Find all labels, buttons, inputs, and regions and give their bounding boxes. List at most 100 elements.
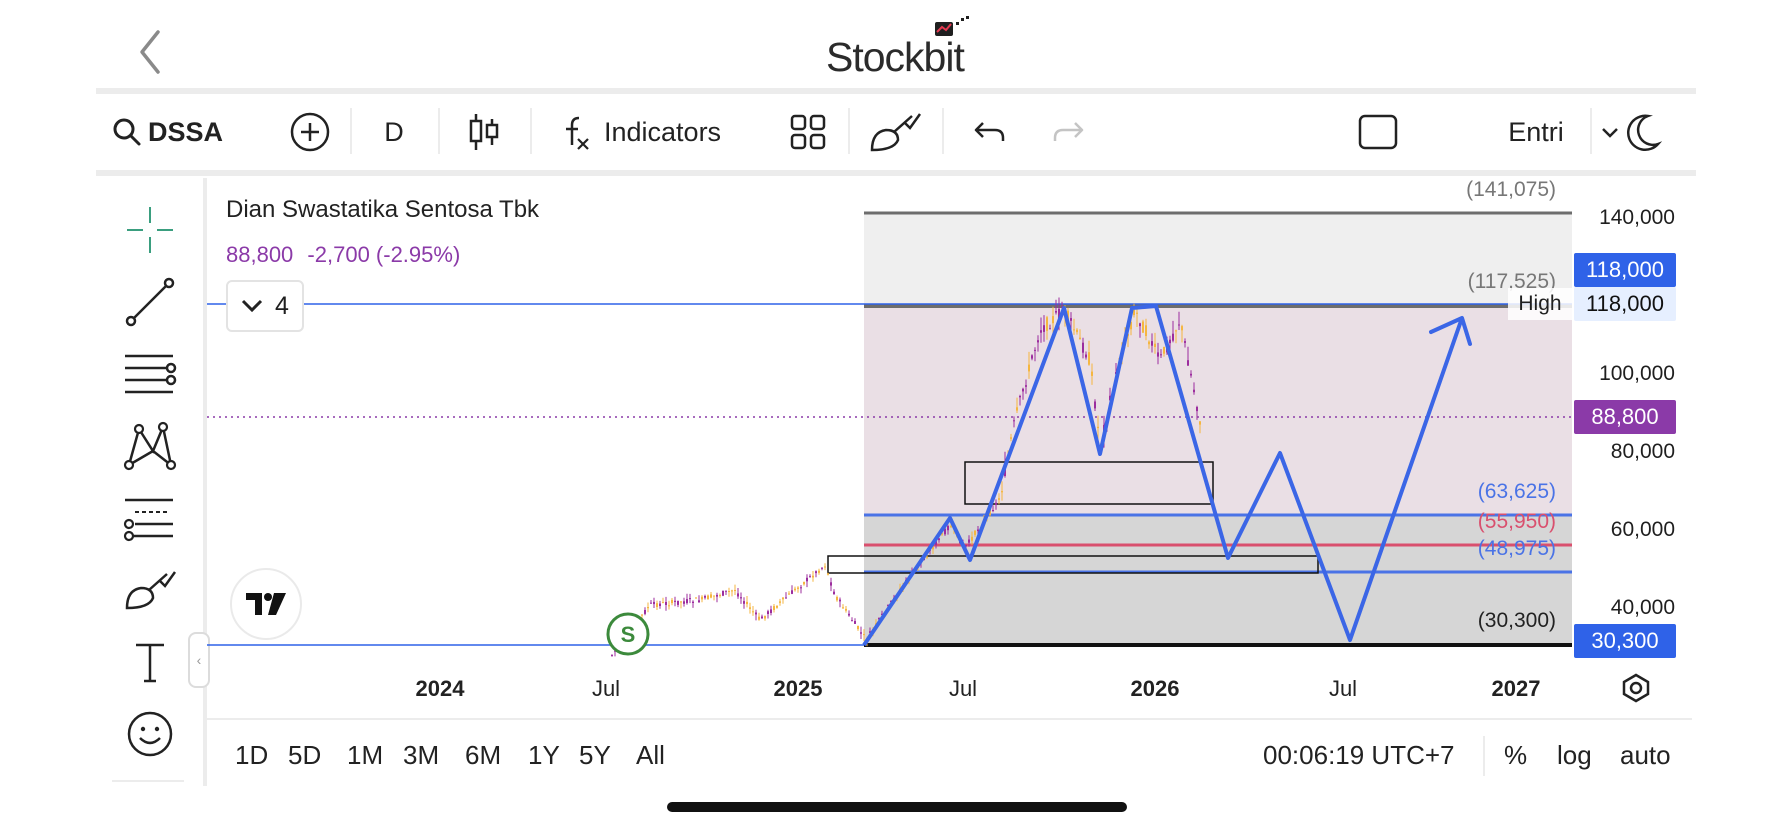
projection-path[interactable] (862, 304, 1464, 647)
auto-scale-button[interactable]: auto (1620, 740, 1671, 770)
fullscreen-button[interactable] (1346, 96, 1410, 168)
fib-label: (48,975) (1477, 537, 1556, 560)
signal-badge[interactable] (606, 612, 650, 656)
candle-body (836, 597, 838, 601)
candle-body (716, 594, 718, 597)
chart-settings-button[interactable] (1620, 672, 1656, 708)
range-button[interactable]: All (636, 740, 665, 770)
range-button[interactable]: 3M (403, 740, 440, 770)
candle-body (851, 620, 853, 622)
candle-body (650, 602, 652, 604)
x-tick-label: Jul (591, 676, 621, 701)
candle-body (941, 532, 943, 535)
candle-body (647, 607, 649, 609)
indicators-label: Indicators (604, 116, 722, 147)
candle-body (749, 607, 751, 609)
price-chart[interactable]: S (207, 178, 1692, 718)
range-button[interactable]: 1Y (528, 740, 560, 770)
theme-toggle[interactable] (1610, 96, 1674, 168)
range-button[interactable]: 6M (465, 740, 502, 770)
back-button[interactable] (132, 24, 172, 84)
chevron-left-icon (140, 30, 160, 74)
app-name: Stockbit (826, 34, 965, 80)
layout-button[interactable] (776, 96, 840, 168)
pattern-tool[interactable] (96, 414, 204, 478)
chart-type-button[interactable] (452, 96, 516, 168)
price-change-value: -2,700 (-2.95%) (307, 242, 461, 267)
collapse-tools-handle[interactable]: ‹ (188, 632, 210, 688)
fib-tool[interactable] (96, 486, 204, 550)
candle-body (1172, 333, 1174, 341)
crosshair-icon (127, 207, 173, 253)
candle-body (1163, 347, 1165, 354)
timeframe-button[interactable]: D (366, 96, 422, 168)
brush-icon (125, 571, 177, 610)
candle-body (1193, 389, 1195, 393)
range-button[interactable]: 5D (288, 740, 322, 770)
candle-body (614, 650, 616, 652)
candle-body (1079, 337, 1081, 340)
chevron-down-icon (1602, 128, 1618, 138)
undo-button[interactable] (958, 96, 1022, 168)
symbol-search-button[interactable]: DSSA (112, 96, 262, 168)
candle-body (944, 528, 946, 535)
candle-body (1082, 342, 1084, 353)
candle-body (704, 596, 706, 598)
candle-body (1037, 340, 1039, 343)
candle-body (1010, 437, 1012, 439)
candle-body (1160, 354, 1162, 356)
redo-button[interactable] (1036, 96, 1100, 168)
tradingview-icon (246, 593, 286, 615)
brush-tool[interactable] (96, 558, 204, 622)
x-tick-label: Jul (948, 676, 978, 701)
log-scale-button[interactable]: log (1557, 740, 1592, 770)
candle-body (815, 571, 817, 574)
tradingview-logo[interactable] (230, 568, 302, 640)
price-tag: 118,000 (1574, 253, 1676, 287)
candle-body (737, 593, 739, 597)
candle-body (770, 609, 772, 613)
candle-body (971, 536, 973, 541)
supply-zone-box[interactable] (964, 461, 1214, 505)
candle-body (767, 611, 769, 614)
demand-zone-box[interactable] (827, 555, 1319, 574)
range-button[interactable]: 1M (347, 740, 384, 770)
drawing-button[interactable] (860, 96, 930, 168)
trend-line-tool[interactable] (96, 270, 204, 334)
candle-body (677, 600, 679, 605)
emoji-tool[interactable] (96, 702, 204, 766)
candle-body (1016, 407, 1018, 411)
compare-button[interactable] (278, 96, 342, 168)
candle-body (740, 597, 742, 599)
crosshair-tool[interactable] (96, 198, 204, 262)
range-button[interactable]: 5Y (579, 740, 611, 770)
chart-legend: Dian Swastatika Sentosa Tbk 88,800 -2,70… (226, 196, 539, 267)
candle-body (788, 593, 790, 595)
text-tool[interactable] (96, 630, 204, 694)
candle-body (1187, 360, 1189, 366)
redo-icon (1053, 122, 1084, 141)
candle-body (674, 600, 676, 602)
candle-body (1190, 373, 1192, 376)
fib-label: (63,625) (1477, 480, 1556, 503)
toolbar-divider-bottom (96, 170, 1696, 176)
layout-select[interactable]: Entri (1436, 96, 1636, 168)
candle-body (707, 595, 709, 600)
indicator-count: 4 (275, 291, 289, 320)
indicators-button[interactable]: Indicators (558, 96, 838, 168)
candle-body (803, 582, 805, 585)
candle-body (1169, 339, 1171, 344)
candle-body (800, 587, 802, 589)
range-button[interactable]: 1D (235, 740, 269, 770)
price-tag: 88,800 (1574, 400, 1676, 434)
candle-body (695, 597, 697, 599)
candle-body (719, 595, 721, 597)
y-tick-label: 60,000 (1610, 518, 1675, 541)
candle-body (671, 599, 673, 604)
percent-scale-button[interactable]: % (1504, 740, 1528, 770)
range-bar-divider (207, 718, 1692, 720)
candle-body (1058, 308, 1060, 319)
indicator-count-toggle[interactable]: 4 (226, 280, 304, 332)
candle-body (932, 546, 934, 550)
horizontal-lines-tool[interactable] (96, 342, 204, 406)
